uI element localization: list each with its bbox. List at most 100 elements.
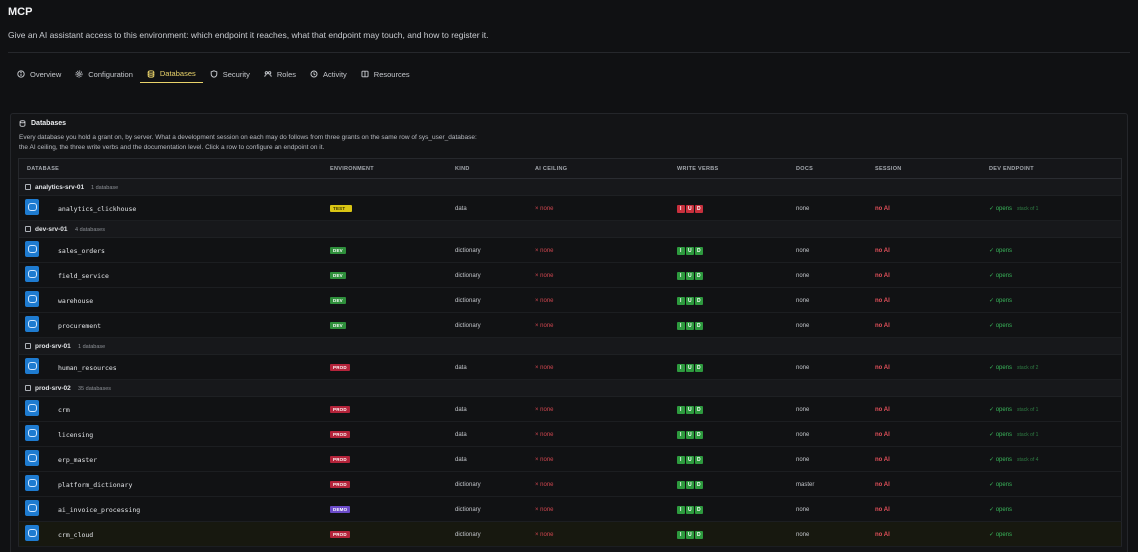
session-cell: no AI bbox=[875, 506, 890, 513]
endpoint-status[interactable]: ✓ opens bbox=[989, 482, 1013, 488]
database-name: platform_dictionary bbox=[58, 480, 133, 489]
database-name: sales_orders bbox=[58, 246, 105, 255]
session-cell: no AI bbox=[875, 272, 890, 279]
ai-ceiling-cell: × none bbox=[535, 272, 554, 279]
docs-cell: none bbox=[796, 531, 810, 538]
database-name: crm_cloud bbox=[58, 530, 94, 539]
session-cell: no AI bbox=[875, 406, 890, 413]
server-name: prod-srv-02 bbox=[35, 385, 71, 392]
tab-configuration[interactable]: Configuration bbox=[68, 65, 140, 83]
col-session[interactable]: SESSION bbox=[875, 166, 902, 172]
environment-cell: PROD bbox=[330, 522, 350, 547]
endpoint-status[interactable]: ✓ opens bbox=[989, 407, 1013, 413]
kind-cell: dictionary bbox=[455, 247, 481, 254]
verb-badge: U bbox=[686, 363, 694, 372]
dev-endpoint-cell: ✓ opens bbox=[989, 522, 1012, 547]
endpoint-status[interactable]: ✓ opens bbox=[989, 323, 1013, 329]
endpoint-status[interactable]: ✓ opens bbox=[989, 298, 1013, 304]
endpoint-status[interactable]: ✓ opens bbox=[989, 273, 1013, 279]
verb-badge: D bbox=[695, 296, 703, 305]
kind-cell: dictionary bbox=[455, 506, 481, 513]
verb-badge: D bbox=[695, 246, 703, 255]
verb-badge: I bbox=[677, 271, 685, 280]
database-icon bbox=[25, 241, 39, 257]
database-name: procurement bbox=[58, 321, 102, 330]
server-name: analytics-srv-01 bbox=[35, 184, 85, 191]
col-kind[interactable]: KIND bbox=[455, 166, 470, 172]
server-group-row[interactable]: dev-srv-01 4 databases bbox=[18, 221, 1122, 238]
tab-activity[interactable]: Activity bbox=[303, 65, 354, 83]
server-group-row[interactable]: analytics-srv-01 1 database bbox=[18, 179, 1122, 196]
endpoint-status[interactable]: ✓ opens bbox=[989, 457, 1013, 463]
session-cell: no AI bbox=[875, 531, 890, 538]
environment-cell: DEV bbox=[330, 288, 346, 313]
gear-icon bbox=[75, 70, 83, 78]
table-header: DATABASE ENVIRONMENT KIND AI CEILING WRI… bbox=[18, 158, 1122, 179]
verb-badge: U bbox=[686, 530, 694, 539]
ai-ceiling-cell: × none bbox=[535, 481, 554, 488]
endpoint-stack-note: stack of 2 bbox=[1017, 364, 1039, 371]
col-docs[interactable]: DOCS bbox=[796, 166, 814, 172]
environment-badge: DEV bbox=[330, 297, 346, 304]
col-write-verbs[interactable]: WRITE VERBS bbox=[677, 166, 719, 172]
server-icon bbox=[25, 184, 31, 190]
session-cell: no AI bbox=[875, 247, 890, 254]
verb-badge: I bbox=[677, 246, 685, 255]
col-ai-ceiling[interactable]: AI CEILING bbox=[535, 166, 568, 172]
dev-endpoint-cell: ✓ opens bbox=[989, 313, 1012, 338]
tab-roles[interactable]: Roles bbox=[257, 65, 303, 83]
tab-security[interactable]: Security bbox=[203, 65, 257, 83]
dev-endpoint-cell: ✓ opens bbox=[989, 288, 1012, 313]
environment-badge: TEST bbox=[330, 205, 352, 212]
endpoint-status[interactable]: ✓ opens bbox=[989, 365, 1013, 371]
endpoint-status[interactable]: ✓ opens bbox=[989, 432, 1013, 438]
server-group-row[interactable]: prod-srv-01 1 database bbox=[18, 338, 1122, 355]
docs-cell: none bbox=[796, 297, 810, 304]
kind-cell: data bbox=[455, 406, 467, 413]
environment-cell: DEV bbox=[330, 263, 346, 288]
endpoint-status[interactable]: ✓ opens bbox=[989, 248, 1013, 254]
roles-icon bbox=[264, 71, 272, 77]
col-environment[interactable]: ENVIRONMENT bbox=[330, 166, 374, 172]
verb-badge: U bbox=[686, 204, 694, 213]
col-dev-endpoint[interactable]: DEV ENDPOINT bbox=[989, 166, 1034, 172]
col-database[interactable]: DATABASE bbox=[27, 166, 60, 172]
database-name: field_service bbox=[58, 271, 109, 280]
ai-ceiling-cell: × none bbox=[535, 531, 554, 538]
endpoint-status[interactable]: ✓ opens bbox=[989, 206, 1013, 212]
environment-cell: PROD bbox=[330, 397, 350, 422]
endpoint-status[interactable]: ✓ opens bbox=[989, 532, 1013, 538]
kind-cell: data bbox=[455, 456, 467, 463]
server-db-count: 35 databases bbox=[78, 385, 112, 392]
environment-cell: PROD bbox=[330, 447, 350, 472]
endpoint-status[interactable]: ✓ opens bbox=[989, 507, 1013, 513]
panel-description: Every database you hold a grant on, by s… bbox=[19, 134, 477, 151]
server-group-row[interactable]: prod-srv-02 35 databases bbox=[18, 380, 1122, 397]
tab-overview[interactable]: Overview bbox=[10, 65, 68, 83]
endpoint-stack-note: stack of 1 bbox=[1017, 205, 1039, 212]
session-cell: no AI bbox=[875, 364, 890, 371]
verb-badge: U bbox=[686, 321, 694, 330]
verb-badge: D bbox=[695, 430, 703, 439]
table-row[interactable]: platform_dictionary PROD dictionary × none I… bbox=[18, 472, 1122, 497]
table-row[interactable]: ai_invoice_processing DEMO dictionary × non… bbox=[18, 497, 1122, 522]
docs-cell: none bbox=[796, 247, 810, 254]
tab-resources[interactable]: Resources bbox=[354, 65, 417, 83]
endpoint-stack-note: stack of 1 bbox=[1017, 406, 1039, 413]
tab-databases[interactable]: Databases bbox=[139, 65, 203, 83]
dev-endpoint-cell: ✓ opens stack of 4 bbox=[989, 447, 1038, 472]
environment-badge: DEV bbox=[330, 272, 346, 279]
kind-cell: dictionary bbox=[455, 272, 481, 279]
